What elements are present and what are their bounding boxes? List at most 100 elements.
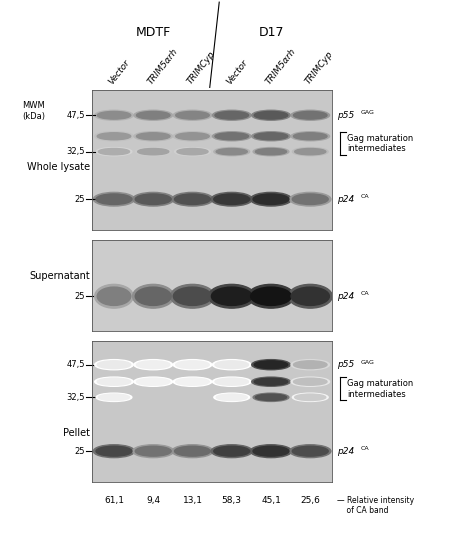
Ellipse shape	[212, 377, 251, 386]
Ellipse shape	[252, 377, 290, 386]
Ellipse shape	[174, 194, 210, 205]
Ellipse shape	[214, 194, 250, 205]
Ellipse shape	[290, 445, 331, 458]
Ellipse shape	[292, 148, 328, 156]
Ellipse shape	[96, 194, 132, 205]
Ellipse shape	[254, 111, 288, 119]
Text: 47,5: 47,5	[67, 111, 85, 120]
Ellipse shape	[172, 192, 213, 206]
Text: GAG: GAG	[360, 110, 374, 115]
Ellipse shape	[291, 377, 329, 386]
Ellipse shape	[171, 285, 215, 308]
Text: p55: p55	[337, 111, 355, 120]
Ellipse shape	[212, 360, 251, 370]
Ellipse shape	[136, 148, 171, 156]
Text: 25: 25	[75, 292, 85, 301]
Text: 47,5: 47,5	[67, 360, 85, 369]
Ellipse shape	[96, 148, 132, 156]
Ellipse shape	[214, 393, 250, 401]
Ellipse shape	[137, 149, 169, 155]
Ellipse shape	[176, 111, 209, 119]
Text: TRIMCyp: TRIMCyp	[303, 49, 335, 86]
Ellipse shape	[253, 446, 289, 456]
Text: MDTF: MDTF	[136, 27, 171, 39]
Ellipse shape	[293, 378, 327, 385]
Ellipse shape	[174, 148, 210, 156]
Ellipse shape	[95, 132, 133, 141]
Ellipse shape	[137, 133, 170, 140]
Ellipse shape	[134, 360, 173, 370]
Text: CA: CA	[360, 291, 369, 296]
Ellipse shape	[211, 445, 252, 458]
Ellipse shape	[173, 377, 212, 386]
Ellipse shape	[253, 393, 289, 401]
Ellipse shape	[173, 132, 212, 141]
Ellipse shape	[214, 148, 250, 156]
Text: TRIM5αrh: TRIM5αrh	[146, 46, 180, 86]
Ellipse shape	[215, 111, 248, 119]
Ellipse shape	[250, 192, 292, 206]
Ellipse shape	[291, 360, 329, 370]
Ellipse shape	[211, 192, 252, 206]
Ellipse shape	[212, 132, 251, 141]
Ellipse shape	[290, 192, 331, 206]
Ellipse shape	[292, 393, 328, 401]
Ellipse shape	[293, 361, 327, 369]
Ellipse shape	[292, 446, 328, 456]
Text: Gag maturation
intermediates: Gag maturation intermediates	[347, 134, 413, 153]
Ellipse shape	[93, 192, 135, 206]
Ellipse shape	[295, 394, 326, 400]
Ellipse shape	[133, 192, 174, 206]
Text: GAG: GAG	[360, 360, 374, 365]
Text: 9,4: 9,4	[146, 496, 160, 505]
Text: 25: 25	[75, 447, 85, 456]
Ellipse shape	[95, 377, 133, 386]
Ellipse shape	[251, 287, 292, 305]
Text: Supernatant: Supernatant	[29, 271, 90, 281]
Ellipse shape	[252, 110, 290, 120]
Ellipse shape	[96, 446, 132, 456]
Ellipse shape	[211, 287, 252, 305]
Text: TRIM5αrh: TRIM5αrh	[264, 46, 298, 86]
Text: p24: p24	[337, 447, 355, 456]
Ellipse shape	[95, 110, 133, 120]
Text: 25: 25	[75, 195, 85, 204]
Ellipse shape	[173, 287, 211, 305]
Ellipse shape	[215, 133, 248, 140]
Text: p24: p24	[337, 195, 355, 204]
Ellipse shape	[137, 111, 170, 119]
Ellipse shape	[172, 445, 213, 458]
Ellipse shape	[134, 132, 173, 141]
Ellipse shape	[97, 287, 131, 305]
Text: 25,6: 25,6	[301, 496, 320, 505]
Ellipse shape	[253, 194, 289, 205]
Text: 58,3: 58,3	[222, 496, 242, 505]
Ellipse shape	[133, 445, 174, 458]
Ellipse shape	[96, 393, 132, 401]
Ellipse shape	[135, 446, 171, 456]
Text: — Relative intensity
    of CA band: — Relative intensity of CA band	[337, 496, 415, 515]
Text: 61,1: 61,1	[104, 496, 124, 505]
Ellipse shape	[255, 394, 287, 400]
Ellipse shape	[177, 149, 208, 155]
Ellipse shape	[252, 132, 290, 141]
Ellipse shape	[215, 361, 248, 369]
Ellipse shape	[134, 110, 173, 120]
Ellipse shape	[254, 378, 288, 385]
Text: CA: CA	[360, 194, 369, 199]
Ellipse shape	[291, 110, 329, 120]
Ellipse shape	[173, 110, 212, 120]
Ellipse shape	[97, 111, 131, 119]
Text: TRIMCyp: TRIMCyp	[185, 49, 217, 86]
Ellipse shape	[137, 378, 170, 385]
Ellipse shape	[288, 285, 332, 308]
Ellipse shape	[292, 194, 328, 205]
Ellipse shape	[212, 110, 251, 120]
Ellipse shape	[97, 361, 131, 369]
Text: 13,1: 13,1	[182, 496, 202, 505]
Ellipse shape	[95, 285, 133, 308]
Ellipse shape	[254, 361, 288, 369]
Ellipse shape	[134, 377, 173, 386]
Ellipse shape	[95, 360, 133, 370]
Text: 45,1: 45,1	[261, 496, 281, 505]
